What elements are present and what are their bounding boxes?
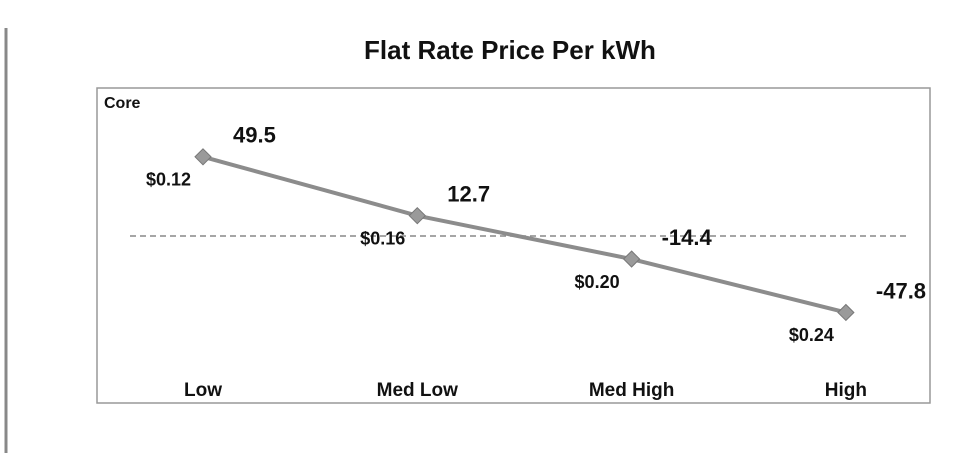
price-label: $0.12 xyxy=(146,170,191,190)
x-tick-label: Med High xyxy=(589,380,675,401)
plot-frame xyxy=(96,87,931,404)
x-tick-label: Med Low xyxy=(377,380,458,401)
series-line xyxy=(202,154,847,315)
value-label: -14.4 xyxy=(662,225,713,250)
point-marker xyxy=(194,148,212,166)
price-label: $0.20 xyxy=(575,272,620,292)
price-label: $0.24 xyxy=(789,325,834,345)
point-marker xyxy=(408,206,427,225)
chart-title: Flat Rate Price Per kWh xyxy=(364,35,656,65)
series-label: Core xyxy=(104,95,141,112)
value-label: 12.7 xyxy=(447,181,490,206)
x-tick-label: Low xyxy=(184,380,222,401)
point-marker xyxy=(622,250,641,268)
value-label: 49.5 xyxy=(233,123,276,148)
price-label: $0.16 xyxy=(360,228,405,248)
x-tick-label: High xyxy=(825,380,867,401)
value-label: -47.8 xyxy=(876,278,926,303)
point-marker xyxy=(837,303,855,322)
